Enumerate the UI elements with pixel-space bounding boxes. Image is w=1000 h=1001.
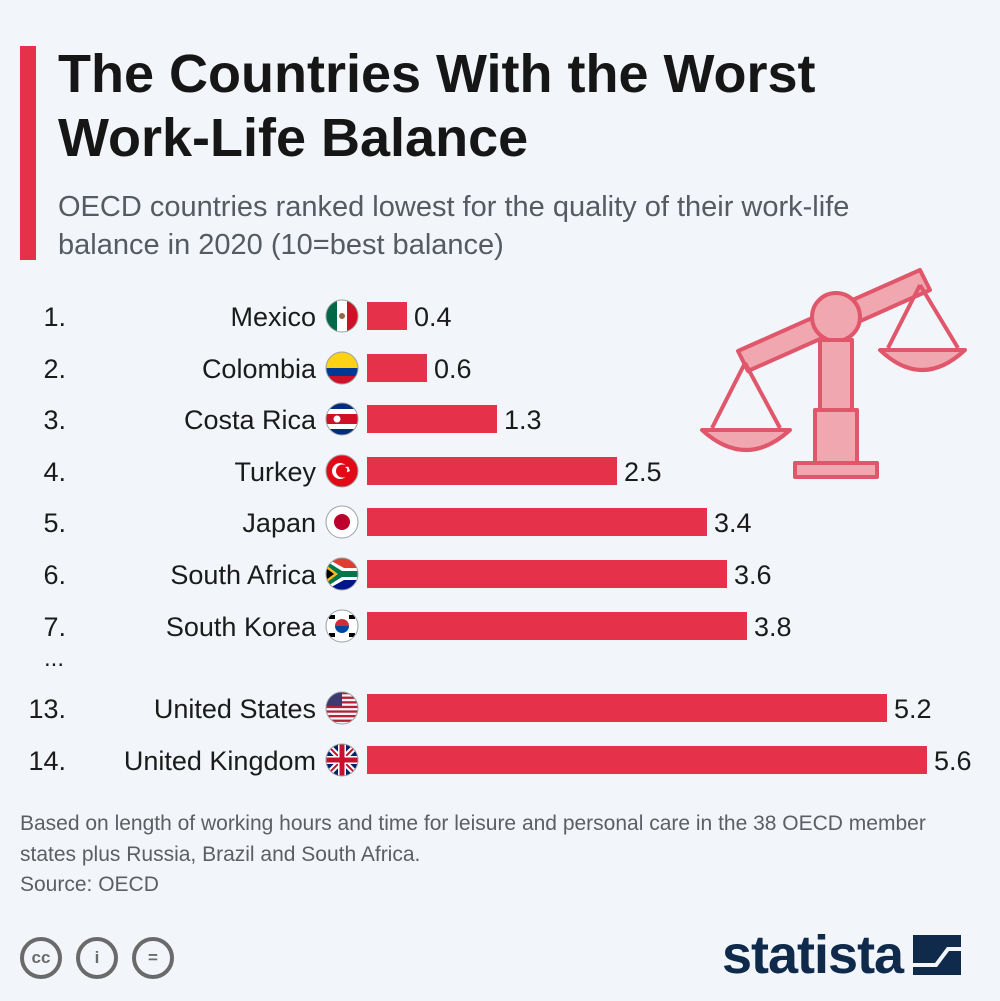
bar <box>367 457 617 485</box>
rank-label: 7. <box>43 612 66 642</box>
category-label: United Kingdom <box>124 746 316 776</box>
rank-ellipsis: ... <box>44 645 64 672</box>
rank-label: 1. <box>43 302 66 332</box>
value-label: 0.6 <box>434 354 472 384</box>
turkey-flag-icon <box>325 454 359 488</box>
no-derivatives-icon: = <box>132 937 174 979</box>
costa-rica-flag-icon <box>325 402 359 436</box>
value-label: 3.4 <box>714 508 752 538</box>
category-label: Japan <box>242 508 316 538</box>
bar <box>367 302 407 330</box>
rank-label: 2. <box>43 354 66 384</box>
bar <box>367 612 747 640</box>
footnote: Based on length of working hours and tim… <box>20 812 926 866</box>
south-korea-flag-icon <box>325 609 359 643</box>
creative-commons-icon: cc <box>20 937 62 979</box>
bar <box>367 405 497 433</box>
license-icons: cc i = <box>20 937 174 979</box>
category-label: United States <box>154 694 316 724</box>
source-note: Source: OECD <box>20 873 159 896</box>
bar <box>367 354 427 382</box>
brand-name: statista <box>722 925 904 985</box>
category-label: South Africa <box>170 560 317 590</box>
value-label: 5.6 <box>934 746 972 776</box>
united-kingdom-flag-icon <box>325 743 359 777</box>
value-label: 0.4 <box>414 302 452 332</box>
mexico-flag-icon <box>325 299 359 333</box>
statista-logo[interactable]: statista <box>722 924 962 986</box>
rank-label: 4. <box>43 457 66 487</box>
rank-label: 5. <box>43 508 66 538</box>
bar <box>367 694 887 722</box>
statista-logo-icon <box>913 935 962 975</box>
chart-title: The Countries With the Worst Work-Life B… <box>58 44 816 168</box>
bar <box>367 560 727 588</box>
category-label: Turkey <box>234 457 316 487</box>
balance-scale-icon <box>700 268 967 479</box>
rank-label: 3. <box>43 405 66 435</box>
bar <box>367 746 927 774</box>
value-label: 3.6 <box>734 560 772 590</box>
united-states-flag-icon <box>325 691 359 725</box>
title-accent-bar <box>20 46 36 260</box>
rank-label: 14. <box>28 746 66 776</box>
value-label: 5.2 <box>894 694 932 724</box>
bar-chart: 1. Mexico 0.4 2. Colombia 0.6 3. Costa Rica 1.3 4… <box>28 268 972 777</box>
rank-label: 13. <box>28 694 66 724</box>
category-label: South Korea <box>166 612 317 642</box>
japan-flag-icon <box>325 505 359 539</box>
value-label: 2.5 <box>624 457 662 487</box>
value-label: 1.3 <box>504 405 542 435</box>
south-africa-flag-icon <box>325 557 359 591</box>
category-label: Costa Rica <box>184 405 317 435</box>
colombia-flag-icon <box>325 351 359 385</box>
chart-subtitle: OECD countries ranked lowest for the qua… <box>58 191 850 261</box>
rank-label: 6. <box>43 560 66 590</box>
attribution-icon: i <box>76 937 118 979</box>
category-label: Mexico <box>230 302 316 332</box>
value-label: 3.8 <box>754 612 792 642</box>
bar <box>367 508 707 536</box>
category-label: Colombia <box>202 354 317 384</box>
